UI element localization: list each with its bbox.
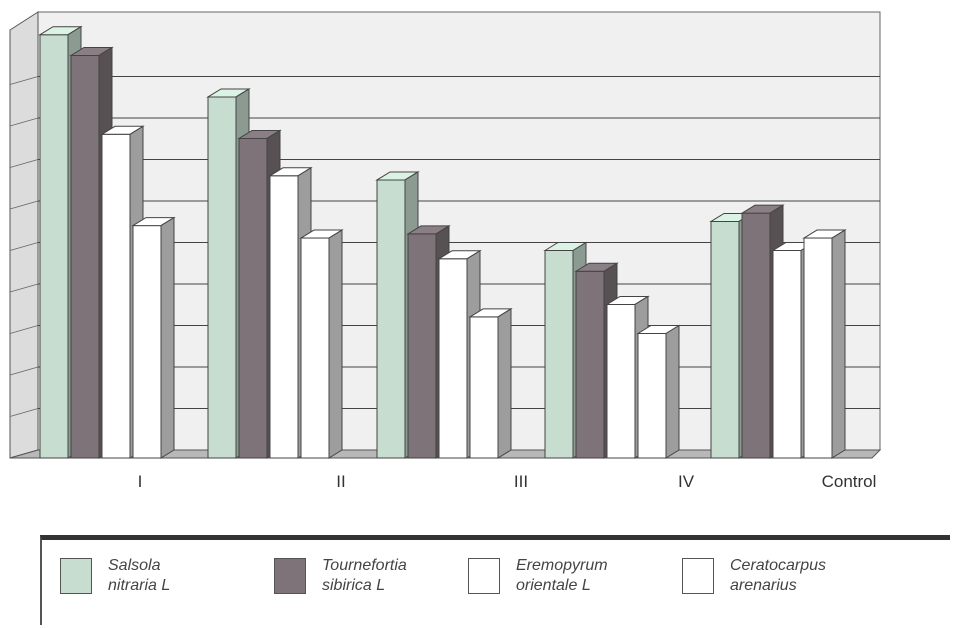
legend-item-tournefortia: Tournefortia sibirica L [274,556,407,596]
bar-side-Control-series-4 [831,229,846,459]
bar-III-series-1 [376,179,406,459]
x-category-label-III: III [514,472,528,491]
bar-IV-series-3 [606,303,636,459]
bar-II-series-2 [238,137,268,459]
side-gridline-60 [9,200,39,210]
bar-chart: 0102030405060708090IIIIIIIVControl [9,11,882,491]
bar-side-IV-series-4 [665,324,680,459]
side-gridline-90 [9,76,39,85]
side-gridline-30 [9,325,39,334]
bar-IV-series-1 [544,250,574,459]
x-category-label-II: II [336,472,345,491]
bar-II-series-3 [269,175,299,459]
bar-III-series-2 [407,233,437,459]
bar-I-series-3 [101,133,131,459]
side-gridline-80 [9,117,39,127]
legend-item-salsola: Salsola nitraria L [60,556,170,596]
bar-side-I-series-4 [160,216,175,459]
x-category-label-IV: IV [678,472,695,491]
legend-swatch-salsola [60,558,92,594]
bar-side-III-series-4 [497,308,512,459]
bar-III-series-3 [438,258,468,459]
bar-III-series-4 [469,316,499,459]
legend-label-tournefortia: Tournefortia sibirica L [322,557,407,594]
legend-label-salsola: Salsola nitraria L [108,557,171,594]
bar-Control-series-1 [710,220,740,459]
side-gridline-70 [9,159,39,168]
legend: Salsola nitraria L Tournefortia sibirica… [40,535,950,625]
bar-I-series-4 [132,225,162,459]
plot-side-wall [9,11,39,459]
x-category-label-I: I [138,472,143,491]
x-category-label-Control: Control [822,472,877,491]
legend-item-eremopyrum: Eremopyrum orientale L [468,556,608,596]
side-gridline-10 [9,408,39,417]
legend-swatch-ceratocarpus [682,558,714,594]
bar-side-II-series-4 [328,229,343,459]
bar-IV-series-4 [637,333,667,459]
side-gridline-50 [9,242,39,251]
legend-swatch-tournefortia [274,558,306,594]
legend-swatch-eremopyrum [468,558,500,594]
bar-Control-series-4 [803,237,833,459]
bar-I-series-2 [70,54,100,459]
bar-Control-series-2 [741,212,771,459]
bar-Control-series-3 [772,250,802,459]
bar-II-series-1 [207,96,237,459]
side-gridline-40 [9,283,39,293]
bar-IV-series-2 [575,270,605,459]
bar-I-series-1 [39,34,69,459]
legend-label-ceratocarpus: Ceratocarpus arenarius [730,557,827,594]
bar-II-series-4 [300,237,330,459]
legend-label-eremopyrum: Eremopyrum orientale L [516,557,608,594]
side-gridline-20 [9,366,39,376]
legend-item-ceratocarpus: Ceratocarpus arenarius [682,556,826,596]
